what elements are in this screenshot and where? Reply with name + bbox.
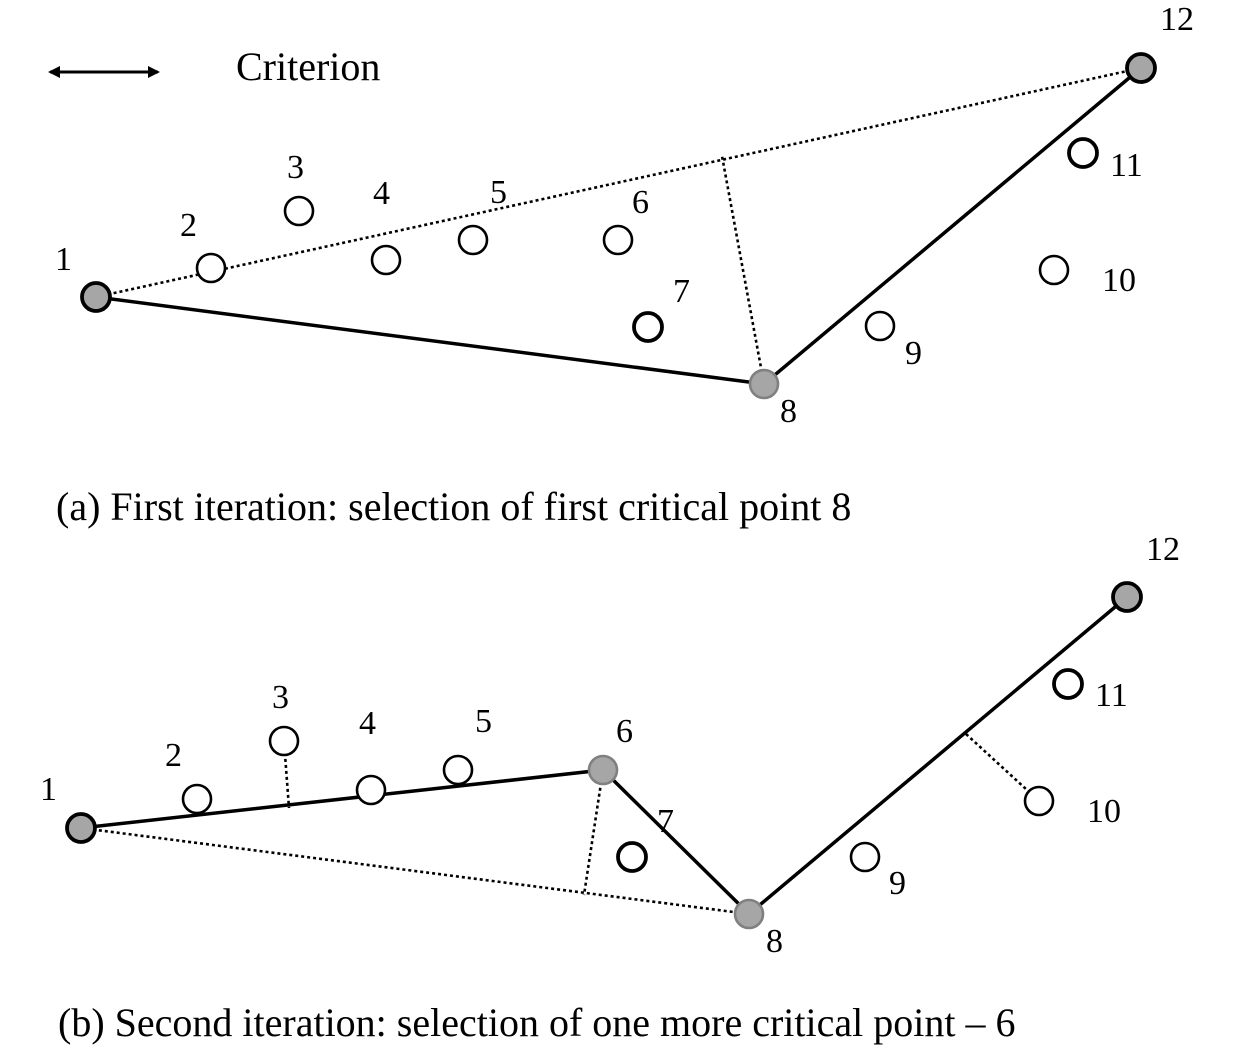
chord-line-1-12	[95, 66, 1142, 299]
point-12	[1111, 581, 1143, 613]
legend: Criterion	[48, 44, 380, 89]
point-3	[283, 195, 315, 227]
point-1	[65, 812, 97, 844]
label-7: 7	[657, 803, 674, 840]
point-7	[616, 841, 648, 873]
label-11: 11	[1110, 147, 1143, 184]
label-10: 10	[1102, 262, 1136, 299]
point-6	[602, 224, 634, 256]
point-9	[864, 310, 896, 342]
distance-line-8	[720, 155, 766, 385]
label-9: 9	[889, 865, 906, 902]
label-12: 12	[1146, 531, 1180, 568]
point-5	[442, 754, 474, 786]
label-12: 12	[1160, 1, 1194, 38]
point-8	[748, 368, 780, 400]
label-11: 11	[1095, 677, 1128, 714]
caption-b: (b) Second iteration: selection of one m…	[58, 1000, 1015, 1045]
label-2: 2	[165, 737, 182, 774]
point-5	[457, 224, 489, 256]
caption-a: (a) First iteration: selection of first …	[56, 484, 851, 529]
label-9: 9	[905, 335, 922, 372]
distance-line-3	[282, 740, 291, 809]
label-6: 6	[616, 713, 633, 750]
label-6: 6	[632, 184, 649, 221]
label-8: 8	[780, 393, 797, 430]
point-9	[849, 841, 881, 873]
label-4: 4	[373, 175, 390, 212]
label-3: 3	[272, 679, 289, 716]
label-5: 5	[490, 174, 507, 211]
distance-line-10	[965, 733, 1040, 802]
point-6	[587, 754, 619, 786]
point-1	[80, 281, 112, 313]
approximation-polyline	[80, 595, 1129, 917]
point-4	[355, 774, 387, 806]
label-8: 8	[766, 923, 783, 960]
point-3	[268, 725, 300, 757]
point-11	[1052, 668, 1084, 700]
point-12	[1125, 52, 1157, 84]
label-1: 1	[55, 241, 72, 278]
chord-line-1-8	[80, 826, 750, 916]
point-7	[632, 311, 664, 343]
panel-a: 1 2 3 4 5 6 7 8 9 10 11 12 (a) First ite…	[55, 1, 1194, 529]
label-3: 3	[287, 149, 304, 186]
panel-b: 1 2 3 4 5 6 7 8 9 10 11 12 (b) Second it…	[40, 531, 1180, 1045]
point-10	[1038, 254, 1070, 286]
point-11	[1067, 137, 1099, 169]
label-1: 1	[40, 771, 57, 808]
label-5: 5	[475, 703, 492, 740]
label-4: 4	[359, 705, 376, 742]
point-4	[370, 244, 402, 276]
point-2	[195, 252, 227, 284]
label-2: 2	[180, 207, 197, 244]
label-7: 7	[673, 273, 690, 310]
point-2	[181, 783, 213, 815]
label-10: 10	[1087, 793, 1121, 830]
criterion-label: Criterion	[236, 44, 380, 89]
point-10	[1023, 785, 1055, 817]
point-8	[733, 898, 765, 930]
distance-line-6	[582, 769, 605, 896]
